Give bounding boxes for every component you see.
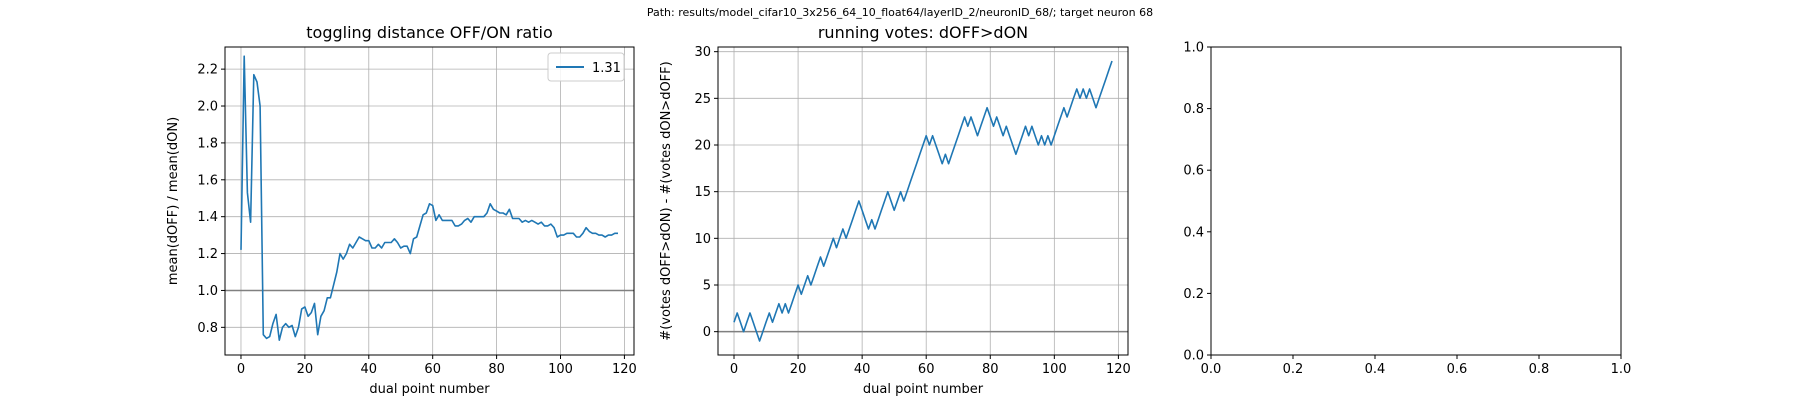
x-tick-label: 0	[730, 362, 738, 377]
legend-box	[547, 52, 625, 82]
x-tick-label: 80	[982, 362, 999, 377]
x-tick-label: 100	[1042, 362, 1067, 377]
y-axis-label: #(votes dOFF>dON) - #(votes dON>dOFF)	[659, 61, 674, 340]
chart-title: running votes: dOFF>dON	[818, 23, 1028, 42]
axes-frame	[1210, 46, 1622, 356]
axes-frame	[717, 46, 1129, 356]
chart-title: toggling distance OFF/ON ratio	[306, 23, 552, 42]
x-tick-label: 0.8	[1529, 362, 1550, 377]
series-line	[240, 55, 618, 342]
y-tick-label: 0	[703, 325, 711, 340]
x-tick-label: 60	[424, 362, 441, 377]
y-tick-label: 15	[694, 185, 711, 200]
y-tick-label: 0.8	[1183, 102, 1204, 117]
chart-empty-axes: 0.0 0.2 0.4 0.6 0.8 1.0 0.0 0.2 0.4 0.6 0.8 1.0	[1183, 41, 1631, 378]
y-tick-label: 2.0	[197, 100, 218, 115]
y-tick-label: 2.2	[197, 63, 218, 78]
y-tick-label: 0.2	[1183, 287, 1204, 302]
y-tick-label: 10	[694, 232, 711, 247]
x-tick-label: 60	[918, 362, 935, 377]
legend-entry: 1.31	[592, 61, 621, 76]
y-tick-label: 1.2	[197, 247, 218, 262]
x-axis-label: dual point number	[863, 382, 984, 397]
x-tick-label: 120	[1106, 362, 1131, 377]
x-tick-label: 0.0	[1201, 362, 1222, 377]
x-tick-label: 80	[488, 362, 505, 377]
x-tick-label: 1.0	[1611, 362, 1632, 377]
y-tick-label: 0.4	[1183, 225, 1204, 240]
x-tick-label: 0.6	[1447, 362, 1468, 377]
y-tick-label: 1.8	[197, 136, 218, 151]
x-tick-label: 40	[854, 362, 871, 377]
x-tick-label: 0.2	[1283, 362, 1304, 377]
x-tick-label: 20	[790, 362, 807, 377]
x-axis-label: dual point number	[369, 382, 490, 397]
chart-toggling-ratio: 0 20 40 60 80 100 120 0.8 1.0 1.2 1.4 1.6 1.8 2.0 2.2 t…	[166, 23, 637, 397]
axes-frame	[224, 46, 635, 356]
x-tick-label: 20	[297, 362, 314, 377]
chart-running-votes: 0 20 40 60 80 100 120 0 5 10 15 20 25 30 running votes…	[659, 23, 1131, 397]
x-tick-label: 0	[237, 362, 245, 377]
y-tick-label: 5	[703, 279, 711, 294]
y-tick-label: 1.6	[197, 173, 218, 188]
x-tick-label: 100	[548, 362, 573, 377]
y-tick-label: 0.6	[1183, 164, 1204, 179]
x-tick-label: 120	[612, 362, 637, 377]
y-tick-label: 25	[694, 92, 711, 107]
y-tick-label: 1.4	[197, 210, 218, 225]
y-tick-label: 0.0	[1183, 349, 1204, 364]
y-tick-label: 30	[694, 45, 711, 60]
y-tick-label: 0.8	[197, 321, 218, 336]
series-line	[733, 60, 1113, 342]
y-tick-label: 1.0	[1183, 41, 1204, 56]
y-tick-label: 1.0	[197, 284, 218, 299]
y-axis-label: mean(dOFF) / mean(dON)	[166, 117, 181, 285]
x-tick-label: 0.4	[1365, 362, 1386, 377]
figure-suptitle: Path: results/model_cifar10_3x256_64_10_…	[646, 6, 1154, 19]
x-tick-label: 40	[361, 362, 378, 377]
y-tick-label: 20	[694, 139, 711, 154]
